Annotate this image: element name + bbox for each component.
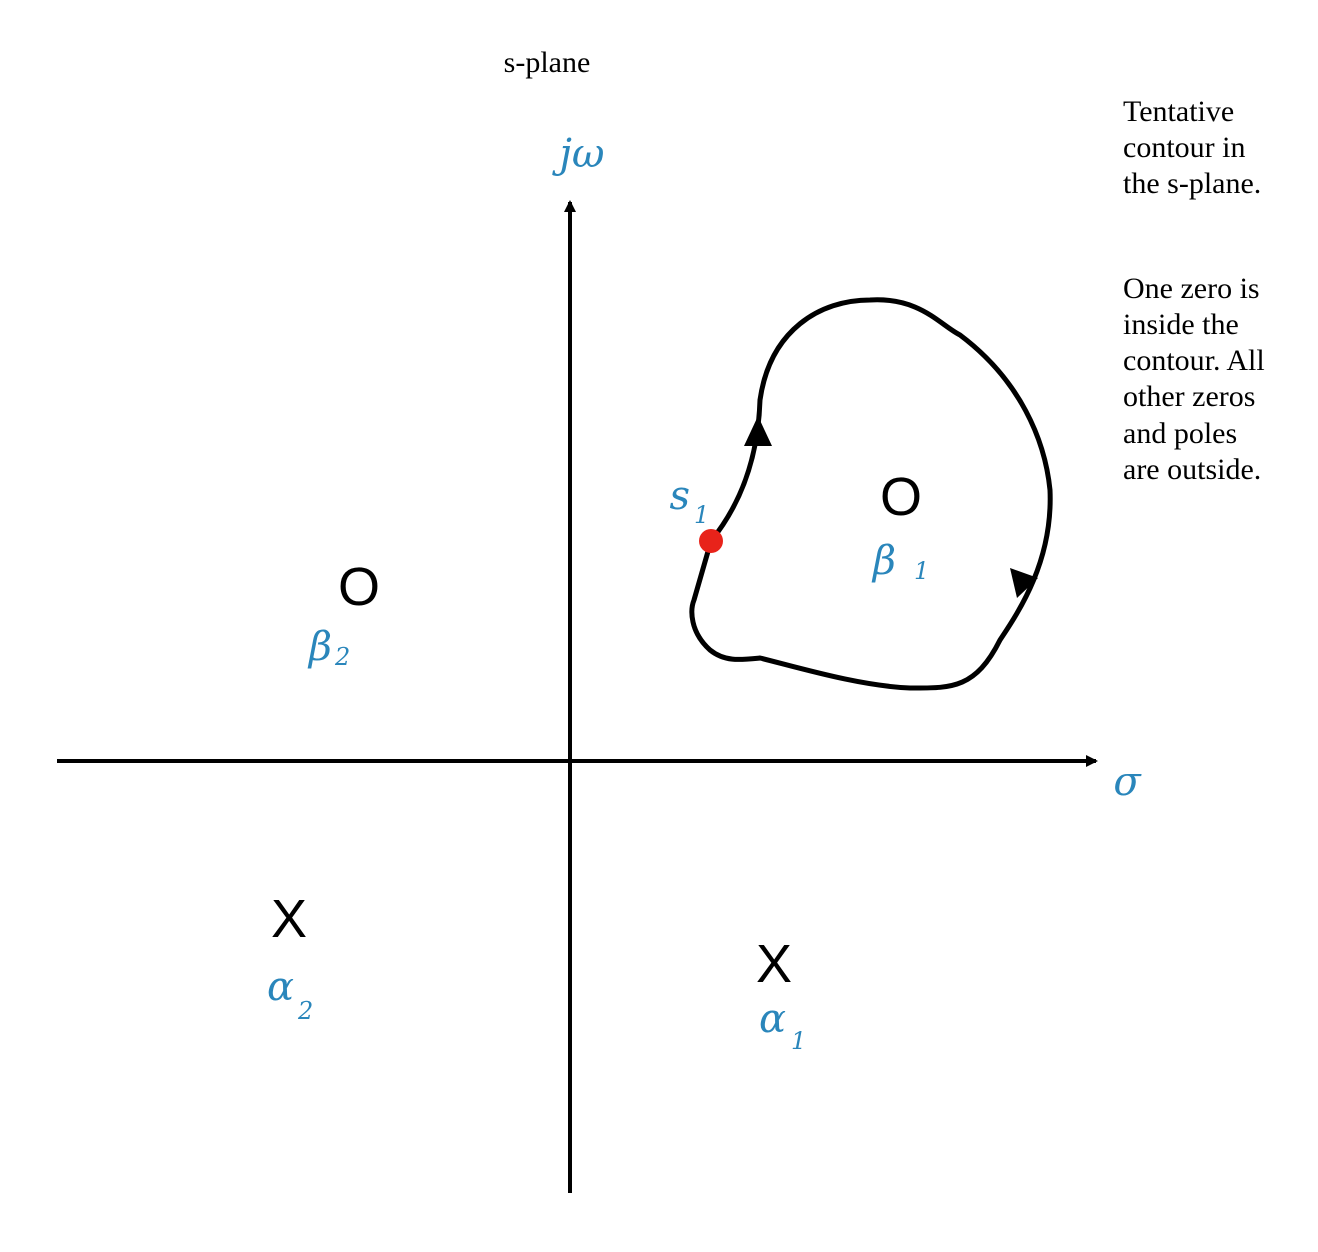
beta2-subscript: 2 [334,643,350,671]
beta2-symbol: β [307,624,332,670]
note-line: and poles [1123,417,1237,450]
imaginary-axis-label: jω [551,131,604,177]
note-paragraph-2: One zero is inside the contour. All othe… [1123,272,1272,486]
alpha1-subscript: 1 [791,1027,806,1055]
note-line: are outside. [1123,453,1261,486]
s1-symbol: s [669,473,690,519]
alpha2-subscript: 2 [297,997,313,1025]
beta2-label: β [307,624,332,670]
note-line: inside the [1123,308,1239,341]
beta1-label: β [871,538,896,584]
alpha2-label: α [267,964,294,1010]
contour-arrow-down [1010,568,1038,598]
note-line: contour in [1123,131,1245,164]
pole-marker-alpha1: X [756,934,792,994]
pole-marker-alpha2: X [271,889,307,949]
zero-marker-beta2: O [338,557,380,617]
s1-label: s [669,473,690,519]
contour-arrow-up [744,416,772,446]
s1-subscript: 1 [694,501,709,529]
contour-note: Tentative contour in the s-plane. One ze… [1123,95,1272,486]
beta1-symbol: β [871,538,896,584]
alpha1-label: α [759,996,786,1042]
alpha2-symbol: α [267,964,294,1010]
note-paragraph-1: Tentative contour in the s-plane. [1123,95,1261,200]
contour [689,297,1053,691]
alpha1-symbol: α [759,996,786,1042]
note-line: the s-plane. [1123,167,1261,200]
s1-point [699,529,723,553]
note-line: contour. All [1123,344,1265,377]
note-line: other zeros [1123,380,1255,413]
beta1-subscript: 1 [914,557,929,585]
contour-path [689,297,1053,691]
plane-title: s-plane [504,46,591,79]
zero-marker-beta1: O [880,467,922,527]
note-line: One zero is [1123,272,1260,305]
axes [57,200,1098,1193]
real-axis-label: σ [1113,759,1142,805]
note-line: Tentative [1123,95,1234,128]
